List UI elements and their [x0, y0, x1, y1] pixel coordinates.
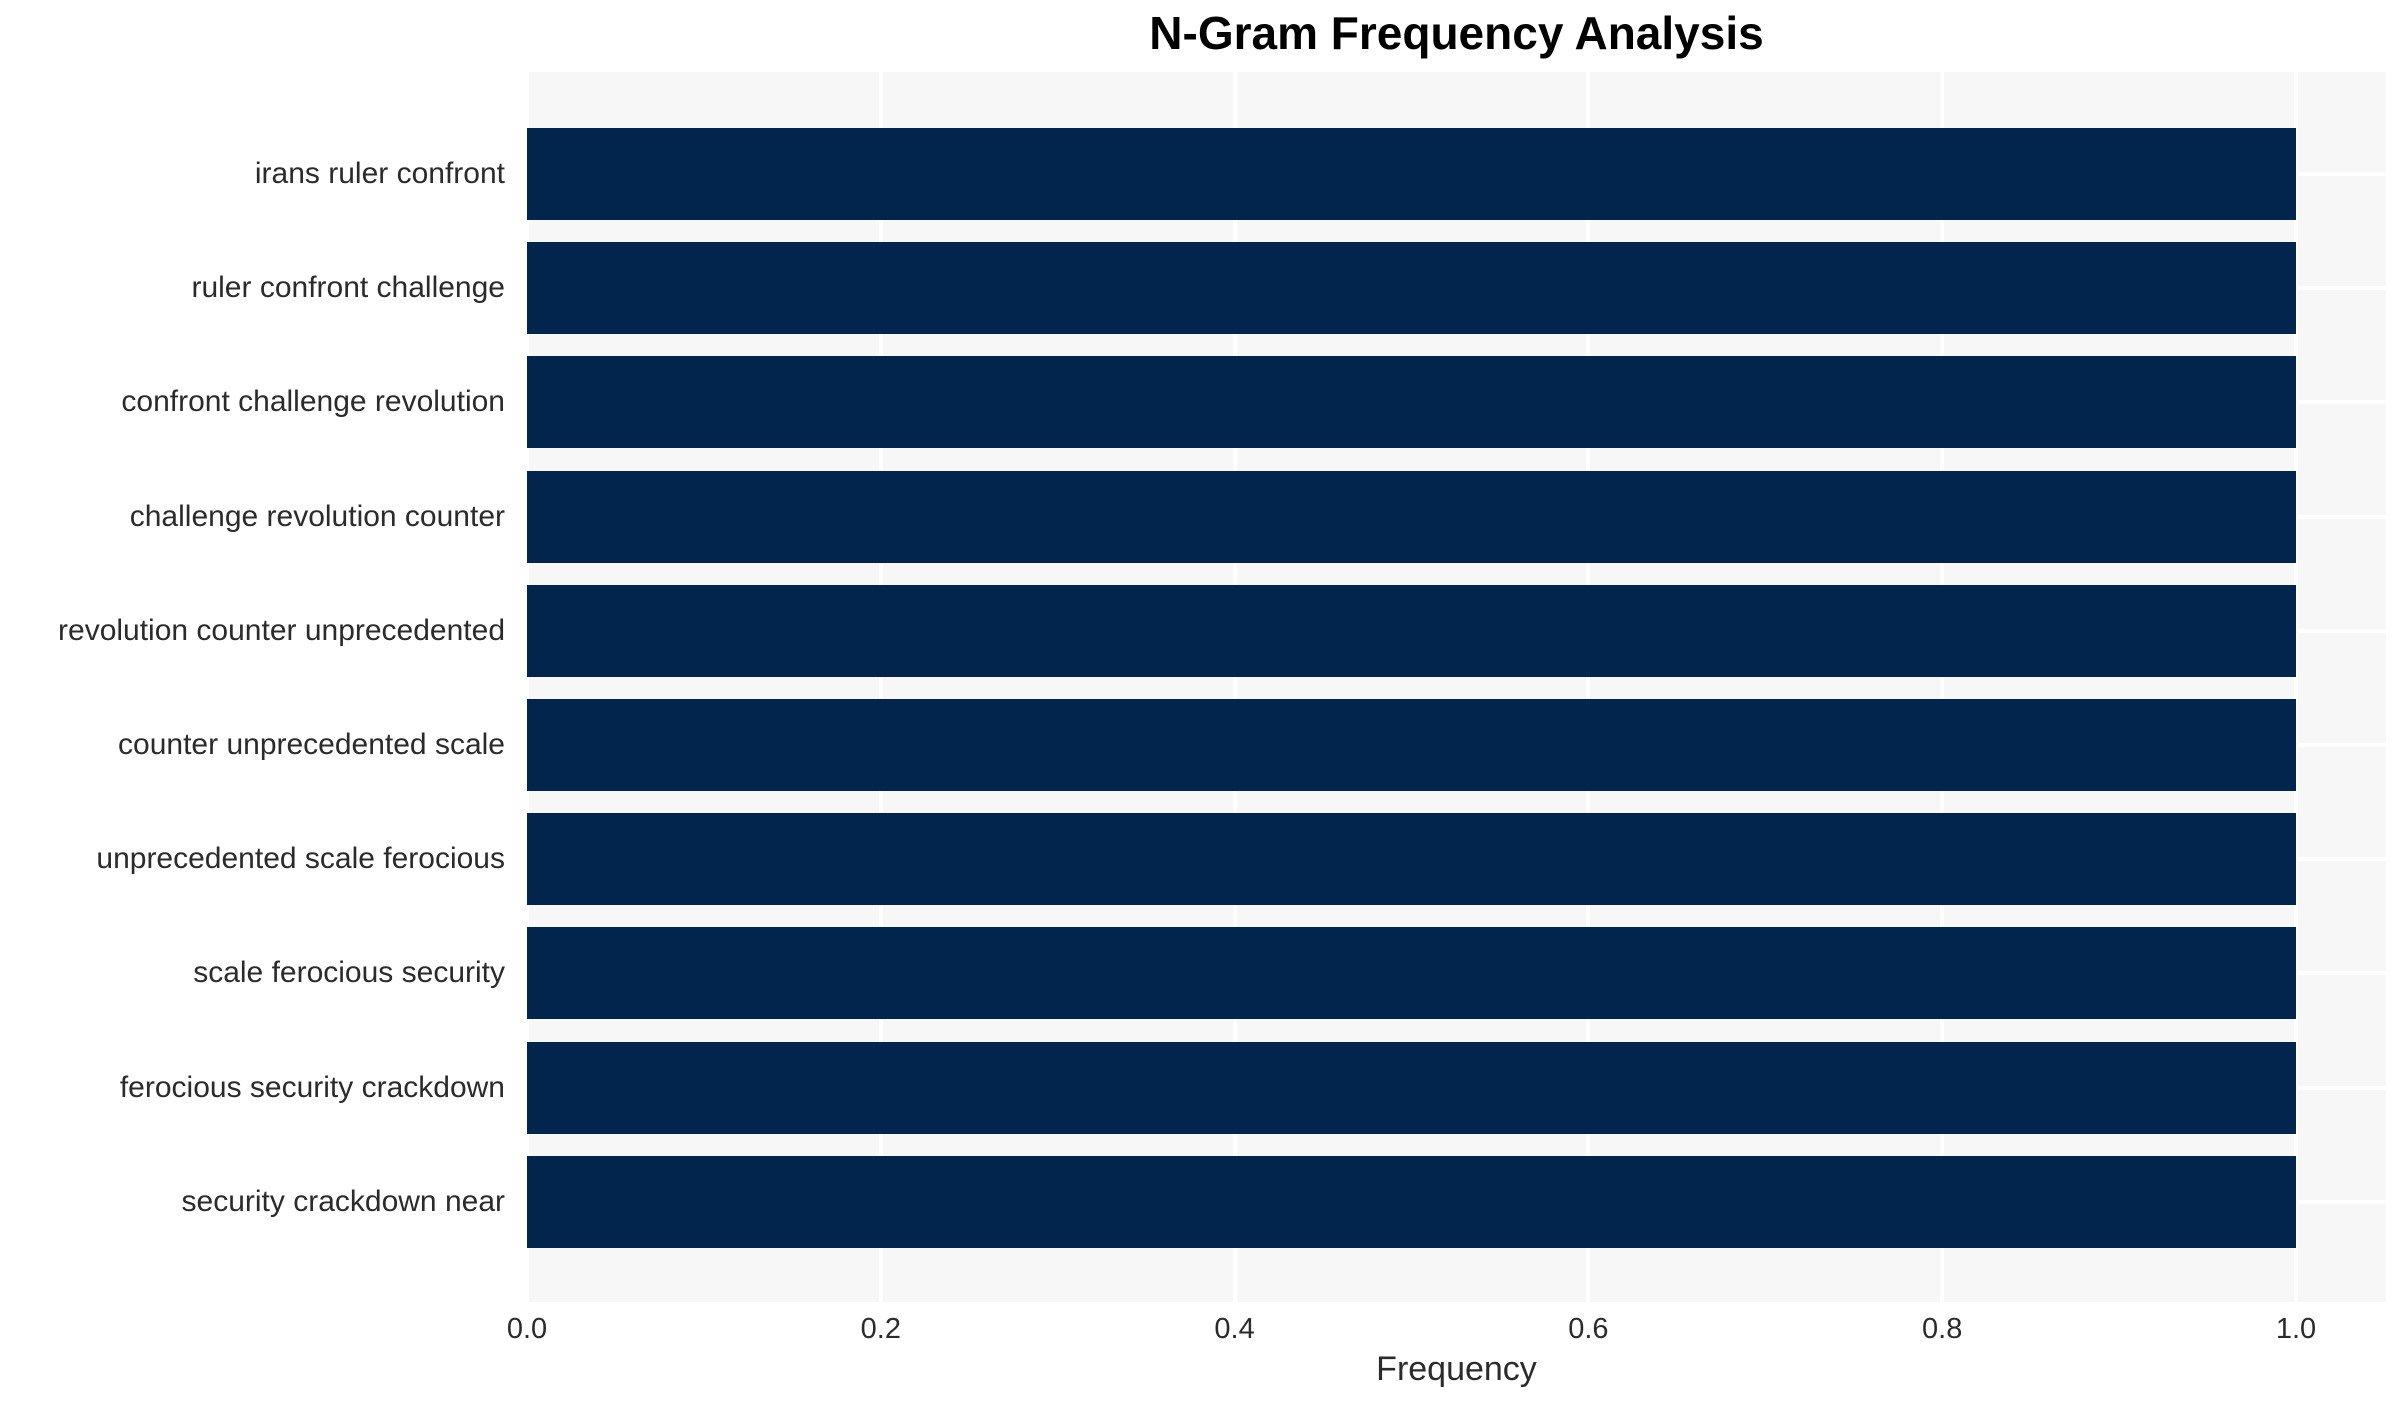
bar — [527, 470, 2296, 563]
x-gridline — [525, 72, 529, 1302]
y-tick-label: ruler confront challenge — [191, 271, 505, 305]
chart-title: N-Gram Frequency Analysis — [1149, 7, 1764, 59]
bar — [527, 356, 2296, 449]
bar — [527, 128, 2296, 220]
x-tick-label: 0.2 — [860, 1313, 901, 1345]
x-gridline — [1586, 72, 1591, 1302]
bar — [527, 927, 2296, 1020]
x-gridline — [1232, 72, 1237, 1302]
plot-area — [525, 72, 2386, 1302]
x-tick-label: 0.8 — [1922, 1313, 1963, 1345]
y-tick-label: unprecedented scale ferocious — [96, 842, 505, 876]
x-axis-label: Frequency — [1376, 1350, 1537, 1388]
y-tick-label: challenge revolution counter — [129, 499, 505, 533]
bar — [527, 699, 2296, 791]
bar — [527, 1155, 2296, 1248]
x-tick-label: 0.4 — [1214, 1313, 1255, 1345]
x-tick-label: 0.6 — [1568, 1313, 1609, 1345]
y-tick-label: ferocious security crackdown — [119, 1070, 505, 1104]
y-tick-label: counter unprecedented scale — [118, 728, 505, 761]
bar — [527, 1041, 2296, 1134]
y-tick-label: security crackdown near — [181, 1184, 505, 1218]
x-gridline — [1940, 72, 1945, 1302]
x-gridline — [2294, 72, 2298, 1302]
bar — [527, 813, 2296, 906]
x-gridline — [878, 72, 883, 1302]
x-tick-label: 1.0 — [2275, 1313, 2317, 1345]
x-tick-label: 0.0 — [506, 1313, 548, 1345]
y-tick-label: revolution counter unprecedented — [58, 613, 505, 647]
y-tick-label: irans ruler confront — [254, 157, 505, 190]
y-tick-label: confront challenge revolution — [121, 385, 505, 419]
bar — [527, 242, 2296, 335]
bar — [527, 584, 2296, 677]
y-tick-label: scale ferocious security — [193, 956, 505, 990]
